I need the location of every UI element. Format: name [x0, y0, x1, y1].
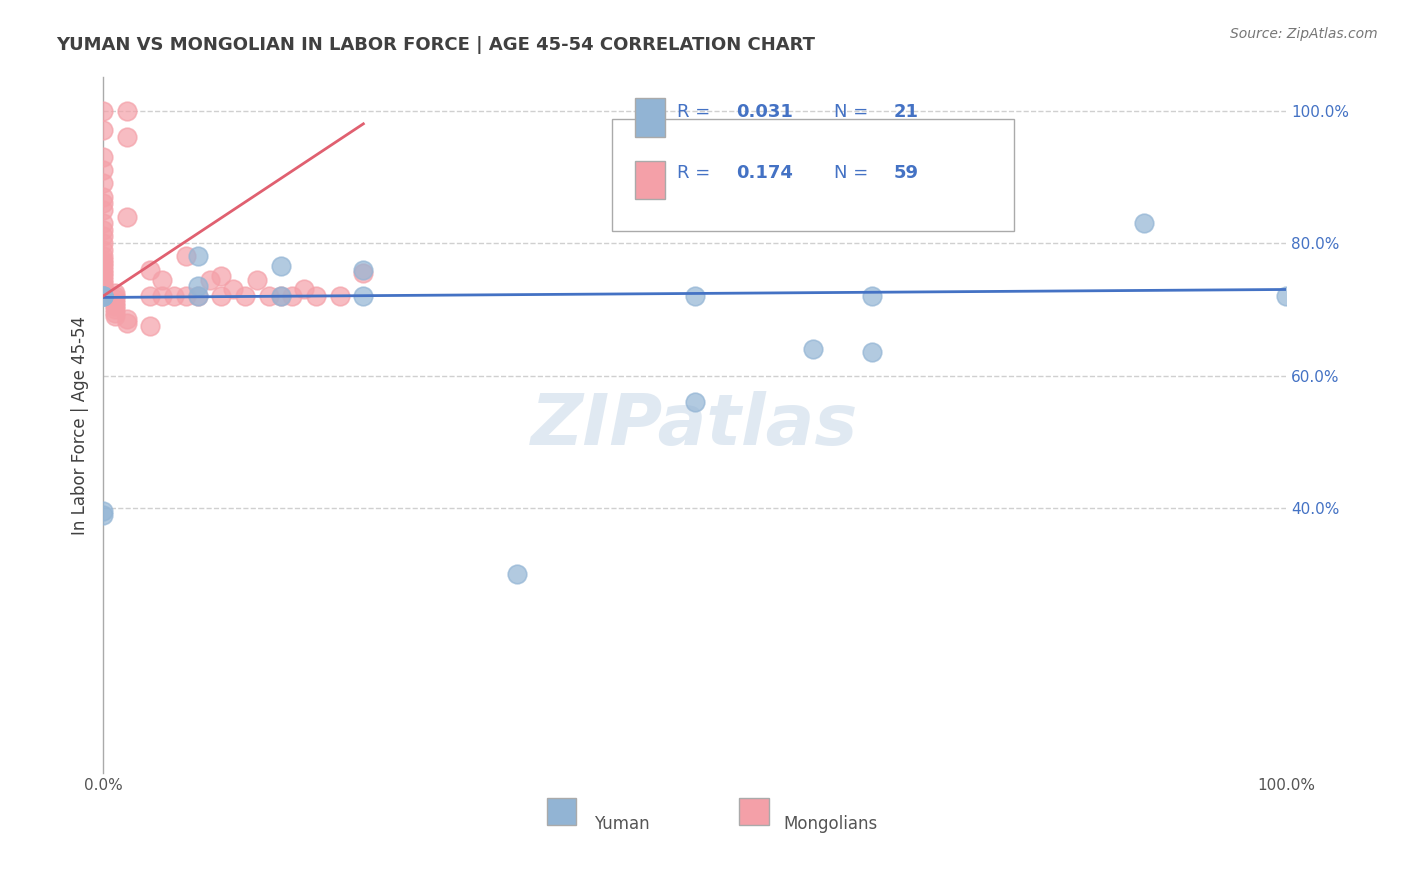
- Point: [1275, 289, 1298, 303]
- Point: [91, 272, 114, 286]
- Text: 0.031: 0.031: [735, 103, 793, 121]
- Bar: [547, 797, 576, 825]
- Point: [257, 289, 280, 303]
- Point: [187, 279, 209, 293]
- Point: [187, 289, 209, 303]
- Point: [115, 312, 138, 326]
- Point: [352, 266, 374, 280]
- Bar: [636, 161, 665, 199]
- Point: [198, 272, 221, 286]
- Point: [270, 260, 292, 274]
- Text: 21: 21: [893, 103, 918, 121]
- Point: [91, 216, 114, 230]
- Point: [222, 283, 245, 297]
- Text: Source: ZipAtlas.com: Source: ZipAtlas.com: [1230, 27, 1378, 41]
- Point: [91, 196, 114, 211]
- Point: [115, 316, 138, 330]
- Bar: [636, 98, 665, 136]
- Point: [139, 289, 162, 303]
- Point: [187, 249, 209, 263]
- Text: 59: 59: [893, 164, 918, 183]
- Text: N =: N =: [834, 103, 875, 121]
- Point: [91, 236, 114, 251]
- Point: [174, 289, 197, 303]
- Point: [115, 130, 138, 145]
- Point: [352, 262, 374, 277]
- Point: [91, 283, 114, 297]
- Point: [209, 269, 232, 284]
- Point: [174, 249, 197, 263]
- Text: 0.174: 0.174: [735, 164, 793, 183]
- Point: [150, 289, 173, 303]
- Point: [91, 279, 114, 293]
- Point: [91, 256, 114, 270]
- Point: [91, 223, 114, 237]
- Point: [91, 276, 114, 290]
- Text: R =: R =: [676, 164, 716, 183]
- Point: [91, 504, 114, 518]
- Point: [506, 567, 529, 582]
- Text: Yuman: Yuman: [593, 815, 650, 833]
- Point: [91, 249, 114, 263]
- Bar: [740, 797, 769, 825]
- Point: [329, 289, 352, 303]
- Point: [91, 123, 114, 137]
- Point: [91, 260, 114, 274]
- Point: [683, 395, 706, 409]
- Point: [91, 289, 114, 303]
- Point: [281, 289, 304, 303]
- Point: [104, 285, 127, 300]
- Point: [104, 299, 127, 313]
- Point: [91, 190, 114, 204]
- Point: [187, 289, 209, 303]
- Point: [91, 262, 114, 277]
- Point: [104, 309, 127, 323]
- Point: [860, 289, 883, 303]
- Point: [139, 262, 162, 277]
- Point: [163, 289, 186, 303]
- Point: [104, 295, 127, 310]
- Point: [270, 289, 292, 303]
- Text: N =: N =: [834, 164, 875, 183]
- Point: [801, 342, 824, 356]
- Point: [91, 508, 114, 522]
- Point: [91, 163, 114, 178]
- Point: [683, 289, 706, 303]
- FancyBboxPatch shape: [612, 120, 1014, 230]
- Point: [91, 289, 114, 303]
- Point: [91, 289, 114, 303]
- Point: [246, 272, 269, 286]
- Point: [233, 289, 256, 303]
- Point: [104, 306, 127, 320]
- Point: [209, 289, 232, 303]
- Point: [91, 243, 114, 257]
- Point: [91, 266, 114, 280]
- Point: [1133, 216, 1156, 230]
- Point: [139, 318, 162, 333]
- Point: [115, 210, 138, 224]
- Point: [104, 289, 127, 303]
- Text: Mongolians: Mongolians: [783, 815, 877, 833]
- Point: [91, 269, 114, 284]
- Text: YUMAN VS MONGOLIAN IN LABOR FORCE | AGE 45-54 CORRELATION CHART: YUMAN VS MONGOLIAN IN LABOR FORCE | AGE …: [56, 36, 815, 54]
- Point: [352, 289, 374, 303]
- Text: R =: R =: [676, 103, 716, 121]
- Point: [91, 289, 114, 303]
- Point: [91, 177, 114, 191]
- Point: [104, 302, 127, 317]
- Text: ZIPatlas: ZIPatlas: [531, 391, 858, 459]
- Point: [292, 283, 315, 297]
- Point: [91, 252, 114, 267]
- Point: [91, 229, 114, 244]
- Point: [115, 103, 138, 118]
- Point: [270, 289, 292, 303]
- Point: [860, 345, 883, 359]
- Point: [91, 103, 114, 118]
- Y-axis label: In Labor Force | Age 45-54: In Labor Force | Age 45-54: [72, 316, 89, 535]
- Point: [91, 202, 114, 217]
- Point: [91, 150, 114, 164]
- Point: [104, 293, 127, 307]
- Point: [305, 289, 328, 303]
- Point: [150, 272, 173, 286]
